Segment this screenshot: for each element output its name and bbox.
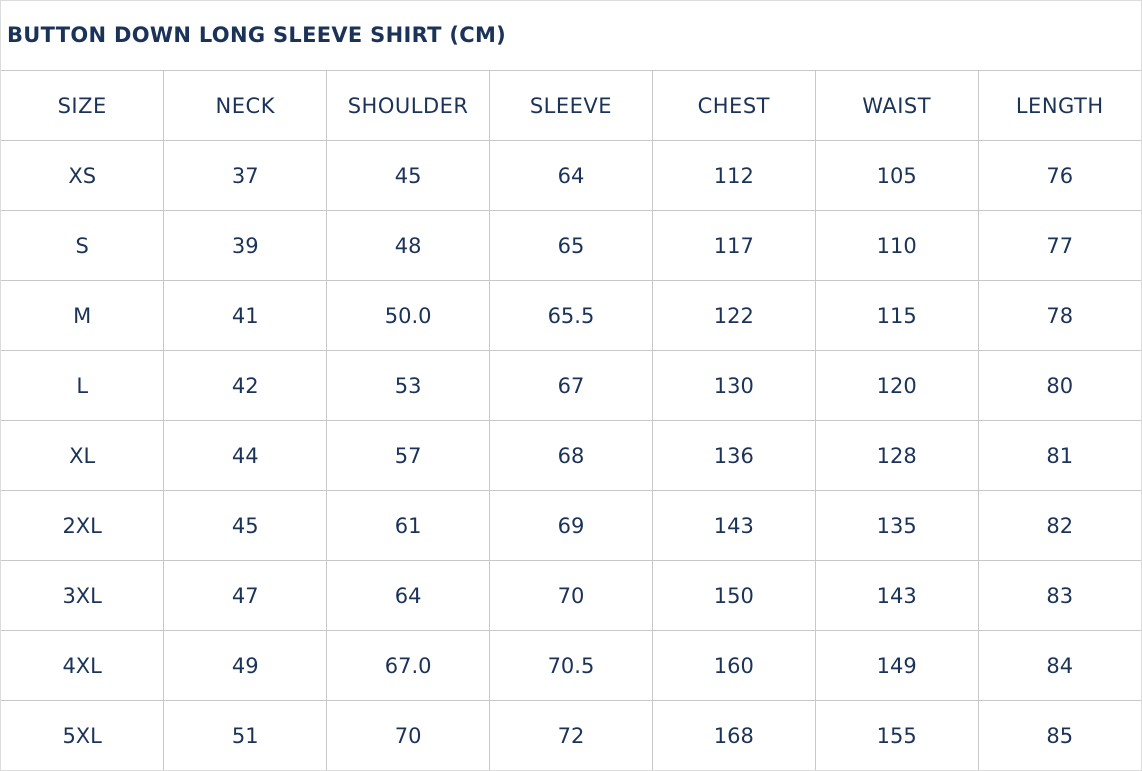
table-row: XL 44 57 68 136 128 81 [1,420,1141,491]
table-row: 3XL 47 64 70 150 143 83 [1,560,1141,631]
cell-sleeve: 65.5 [489,280,653,351]
cell-length: 77 [978,210,1141,281]
cell-neck: 42 [163,350,328,421]
cell-length: 76 [978,140,1141,211]
table-row: XS 37 45 64 112 105 76 [1,140,1141,211]
cell-waist: 128 [815,420,979,491]
column-header-sleeve: SLEEVE [489,71,653,141]
cell-waist: 149 [815,630,979,701]
cell-chest: 130 [652,350,816,421]
table-row: 2XL 45 61 69 143 135 82 [1,490,1141,561]
table-row: 5XL 51 70 72 168 155 85 [1,700,1141,770]
table-row: S 39 48 65 117 110 77 [1,210,1141,281]
cell-neck: 51 [163,700,328,770]
cell-shoulder: 48 [326,210,491,281]
cell-chest: 168 [652,700,816,770]
cell-neck: 39 [163,210,328,281]
cell-shoulder: 61 [326,490,491,561]
cell-shoulder: 53 [326,350,491,421]
cell-waist: 120 [815,350,979,421]
column-header-shoulder: SHOULDER [326,71,491,141]
cell-size: S [1,210,165,281]
size-table: SIZE NECK SHOULDER SLEEVE CHEST WAIST LENGTH X… [1,71,1141,770]
cell-waist: 110 [815,210,979,281]
cell-sleeve: 70.5 [489,630,653,701]
chart-title: BUTTON DOWN LONG SLEEVE SHIRT (CM) [1,1,1141,71]
cell-neck: 49 [163,630,328,701]
cell-shoulder: 45 [326,140,491,211]
cell-chest: 117 [652,210,816,281]
cell-length: 80 [978,350,1141,421]
table-body: XS 37 45 64 112 105 76 S 39 48 65 117 110 77 M 41 50.0 65… [1,140,1141,770]
cell-chest: 143 [652,490,816,561]
cell-size: 2XL [1,490,165,561]
cell-shoulder: 67.0 [326,630,491,701]
cell-neck: 47 [163,560,328,631]
cell-waist: 135 [815,490,979,561]
cell-waist: 155 [815,700,979,770]
cell-sleeve: 67 [489,350,653,421]
cell-length: 81 [978,420,1141,491]
cell-sleeve: 64 [489,140,653,211]
cell-size: L [1,350,165,421]
cell-length: 78 [978,280,1141,351]
cell-neck: 45 [163,490,328,561]
cell-shoulder: 70 [326,700,491,770]
cell-size: XS [1,140,165,211]
header-row: SIZE NECK SHOULDER SLEEVE CHEST WAIST LENGTH [1,71,1141,141]
cell-sleeve: 70 [489,560,653,631]
cell-size: M [1,280,165,351]
cell-neck: 37 [163,140,328,211]
cell-size: 4XL [1,630,165,701]
column-header-size: SIZE [1,71,165,141]
cell-neck: 41 [163,280,328,351]
cell-length: 85 [1046,723,1074,748]
cell-length: 83 [978,560,1141,631]
cell-waist: 143 [815,560,979,631]
cell-waist: 115 [815,280,979,351]
cell-chest: 150 [652,560,816,631]
cell-chest: 112 [652,140,816,211]
cell-length: 82 [978,490,1141,561]
cell-sleeve: 65 [489,210,653,281]
column-header-length: LENGTH [978,71,1141,141]
column-header-waist: WAIST [815,71,979,141]
cell-shoulder: 50.0 [326,280,491,351]
cell-shoulder: 57 [326,420,491,491]
cell-sleeve: 72 [489,700,653,770]
cell-neck: 44 [163,420,328,491]
table-row: L 42 53 67 130 120 80 [1,350,1141,421]
column-header-chest: CHEST [652,71,816,141]
cell-size: 5XL [1,700,165,770]
cell-sleeve: 68 [489,420,653,491]
table-row: 4XL 49 67.0 70.5 160 149 84 [1,630,1141,701]
cell-waist: 105 [815,140,979,211]
cell-shoulder: 64 [326,560,491,631]
column-header-neck: NECK [163,71,328,141]
cell-chest: 122 [652,280,816,351]
table-row: M 41 50.0 65.5 122 115 78 [1,280,1141,351]
cell-size: XL [1,420,165,491]
cell-size: 3XL [1,560,165,631]
cell-chest: 160 [652,630,816,701]
cell-chest: 136 [652,420,816,491]
cell-sleeve: 69 [489,490,653,561]
cell-length: 84 [978,630,1141,701]
